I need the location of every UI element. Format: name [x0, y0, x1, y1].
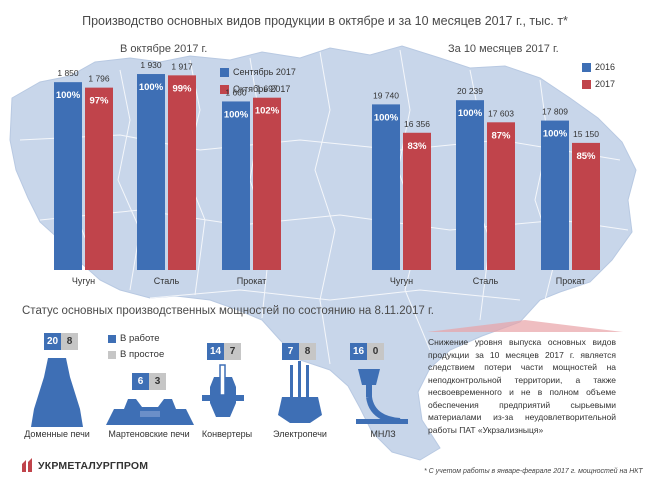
working-count: 16: [350, 343, 367, 360]
bar: [168, 75, 196, 270]
production-bar-charts: 1 850 100% 1 796 97% Чугун 1 930 100% 1 917 99% С…: [54, 60, 600, 286]
legend-label: 2016: [595, 62, 616, 72]
bar: [572, 142, 600, 270]
chart-october-title: В октябре 2017 г.: [120, 43, 208, 55]
legend-item-2017: 2017: [582, 79, 615, 89]
page-title: Производство основных видов продукции в …: [82, 14, 568, 28]
bar: [54, 82, 82, 271]
legend-idle: В простое: [108, 349, 164, 360]
bar-percent-label: 100%: [139, 82, 164, 93]
equipment-label-open-hearth: Мартеновские печи: [108, 429, 190, 439]
explanatory-note: Снижение уровня выпуска основных видов п…: [428, 337, 616, 435]
equipment-icons: [31, 358, 408, 427]
bar: [222, 101, 250, 270]
category-label: Чугун: [390, 276, 413, 286]
bar-value-label: 17 603: [488, 108, 514, 118]
legend-idle-label: В простое: [120, 349, 165, 360]
legend-item-oct2017: Октябрь 2017: [220, 84, 290, 94]
open-hearth-furnace-icon: [106, 399, 194, 425]
converter-counts: 14 7: [207, 343, 241, 360]
legend-working: В работе: [108, 333, 160, 344]
working-count: 14: [207, 343, 224, 360]
category-label: Прокат: [556, 276, 586, 286]
footnote: * С учетом работы в январе-феврале 2017 …: [424, 468, 643, 475]
equipment-label-converter: Конвертеры: [201, 429, 253, 439]
continuous-caster-icon: [356, 369, 408, 424]
working-count: 7: [282, 343, 299, 360]
legend-label: Октябрь 2017: [233, 84, 291, 94]
electric-furnace-icon: [278, 361, 322, 423]
blast-furnace-counts: 20 8: [44, 333, 78, 350]
open-hearth-counts: 6 3: [132, 373, 166, 390]
equipment-label-caster: МНЛЗ: [370, 429, 396, 439]
bar: [85, 87, 113, 270]
bar: [137, 74, 165, 271]
idle-count: 7: [224, 343, 241, 360]
electric-furnace-counts: 7 8: [282, 343, 316, 360]
bar-percent-label: 99%: [172, 83, 192, 94]
bar-percent-label: 100%: [374, 112, 399, 123]
continuous-caster-counts: 16 0: [350, 343, 384, 360]
bar-value-label: 16 356: [404, 119, 430, 129]
legend-swatch-blue: [220, 67, 229, 77]
bar-value-label: 20 239: [457, 86, 483, 96]
equipment-label-electric: Электропечи: [273, 429, 327, 439]
bar-percent-label: 100%: [543, 129, 568, 140]
legend-item-2016: 2016: [582, 62, 615, 72]
bar-value-label: 1 697: [256, 84, 278, 94]
bar: [456, 100, 484, 270]
bar-percent-label: 87%: [491, 130, 511, 141]
bar: [253, 97, 281, 270]
bar-value-label: 15 150: [573, 129, 599, 139]
legend-swatch-red: [582, 79, 591, 89]
status-section-title: Статус основных производственных мощност…: [22, 305, 435, 317]
bar-percent-label: 100%: [458, 108, 483, 119]
chart-10months-title: За 10 месяцев 2017 г.: [448, 43, 559, 55]
idle-count: 3: [149, 373, 166, 390]
bar-value-label: 1 917: [171, 61, 193, 71]
bar: [541, 120, 569, 270]
logo-text: УКРМЕТАЛУРГПРОМ: [38, 460, 149, 472]
category-label: Сталь: [473, 276, 499, 286]
category-label: Чугун: [72, 276, 95, 286]
legend-item-sep2017: Сентябрь 2017: [220, 67, 296, 77]
bar-value-label: 1 660: [225, 87, 247, 97]
bar-percent-label: 85%: [576, 151, 596, 162]
legend-swatch-red: [220, 84, 229, 94]
blast-furnace-icon: [31, 358, 83, 427]
bar-value-label: 1 930: [140, 60, 162, 70]
bar-value-label: 19 740: [373, 90, 399, 100]
bar-percent-label: 102%: [255, 106, 280, 117]
ukrmetalurgprom-logo-icon: [22, 458, 32, 472]
category-label: Сталь: [154, 276, 180, 286]
equipment-label-blast: Доменные печи: [24, 429, 90, 439]
legend-swatch-blue: [582, 62, 591, 72]
note-decoration: [427, 320, 623, 332]
bar: [403, 132, 431, 270]
bar-value-label: 1 796: [88, 74, 110, 84]
bar-value-label: 17 809: [542, 107, 568, 117]
idle-count: 0: [367, 343, 384, 360]
legend-label: Сентябрь 2017: [233, 67, 296, 77]
idle-count: 8: [299, 343, 316, 360]
bar-percent-label: 83%: [407, 141, 427, 152]
converter-icon: [202, 364, 244, 417]
bar-percent-label: 97%: [89, 96, 109, 107]
idle-count: 8: [61, 333, 78, 350]
working-count: 6: [132, 373, 149, 390]
working-count: 20: [44, 333, 61, 350]
bar: [487, 122, 515, 270]
working-swatch: [108, 334, 116, 343]
category-label: Прокат: [237, 276, 267, 286]
bar-value-label: 1 850: [57, 68, 79, 78]
bar: [372, 104, 400, 270]
idle-swatch: [108, 350, 116, 359]
legend-working-label: В работе: [120, 333, 160, 344]
bar-percent-label: 100%: [224, 109, 249, 120]
legend-label: 2017: [595, 79, 616, 89]
bar-percent-label: 100%: [56, 90, 81, 101]
